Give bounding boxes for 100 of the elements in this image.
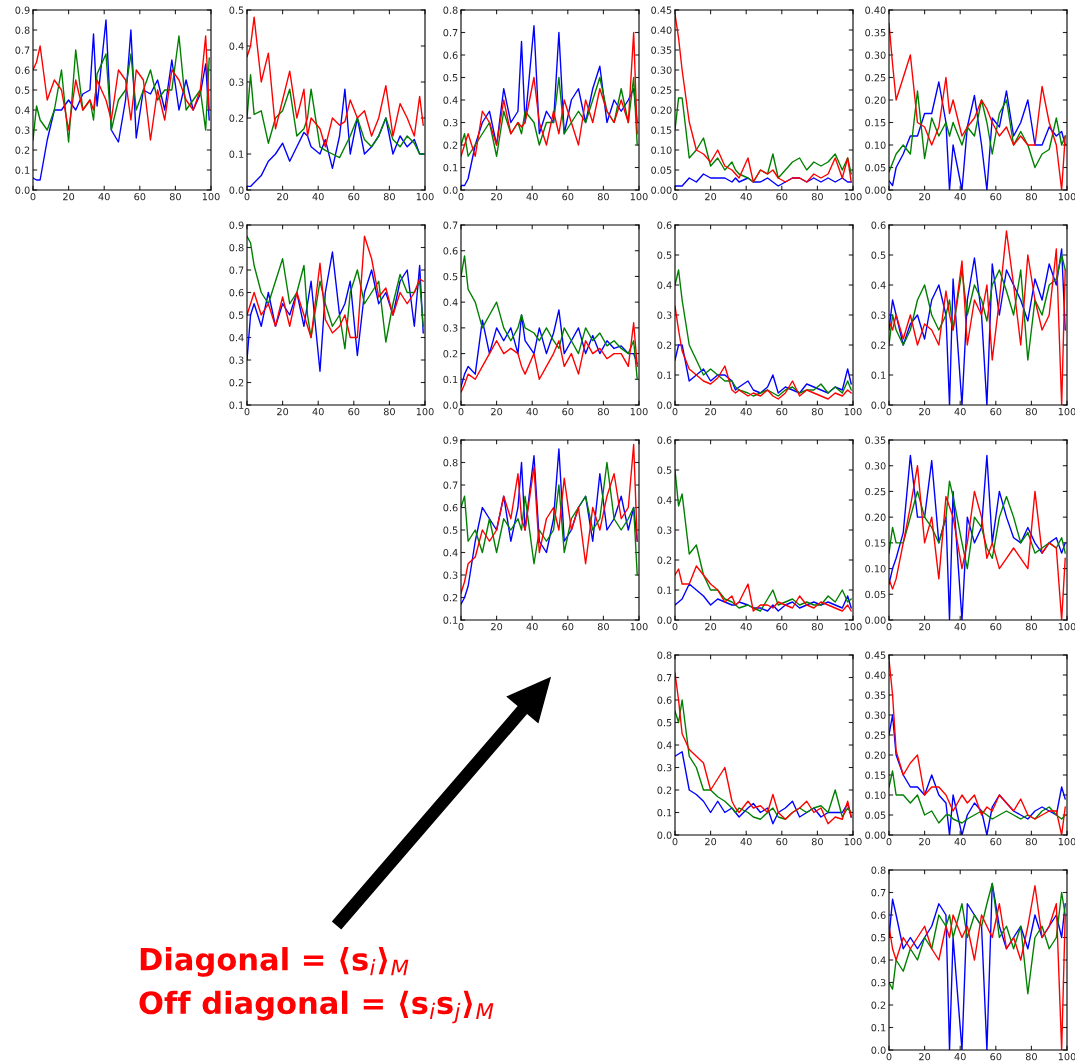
line-series	[675, 269, 852, 397]
y-tick-label: 0.2	[229, 114, 244, 122]
x-tick-label: 0	[30, 192, 36, 201]
y-tick-label: 0.00	[865, 186, 886, 194]
x-tick-label: 20	[705, 622, 717, 631]
x-tick-label: 0	[886, 1052, 892, 1061]
x-tick-label: 20	[705, 837, 717, 846]
x-tick-label: 40	[740, 622, 752, 631]
y-tick-label: 0.8	[443, 458, 458, 467]
line-series	[889, 882, 1066, 995]
x-tick-label: 40	[954, 622, 966, 631]
y-tick-label: 0.05	[865, 811, 886, 819]
x-tick-label: 0	[458, 622, 464, 631]
x-tick-label: 20	[277, 407, 289, 416]
y-tick-label: 0.1	[871, 1023, 886, 1032]
x-tick-label: 40	[526, 192, 538, 201]
line-series	[675, 97, 852, 183]
y-tick-label: 0.6	[443, 51, 458, 59]
x-tick-label: 0	[672, 407, 678, 416]
line-series	[461, 461, 638, 576]
x-tick-label: 20	[491, 407, 503, 416]
y-tick-label: 0.1	[15, 166, 30, 174]
y-tick-label: 0.2	[657, 556, 672, 564]
y-tick-label: 0.2	[443, 350, 458, 358]
line-series	[675, 344, 852, 394]
x-tick-label: 60	[776, 192, 788, 201]
line-series	[461, 255, 638, 380]
y-tick-label: 0.4	[657, 741, 672, 749]
y-tick-label: 0.20	[865, 96, 886, 104]
x-tick-label: 80	[1025, 192, 1037, 201]
y-tick-label: 0.2	[443, 141, 458, 149]
x-tick-label: 20	[919, 622, 931, 631]
x-tick-label: 80	[597, 407, 609, 416]
y-tick-label: 0.7	[871, 888, 886, 897]
y-tick-label: 0.1	[229, 150, 244, 158]
y-tick-label: 0.05	[651, 166, 672, 174]
y-tick-label: 0.1	[443, 616, 458, 624]
y-tick-label: 0.0	[15, 186, 30, 194]
y-tick-label: 0.7	[229, 266, 244, 274]
x-tick-label: 80	[811, 837, 823, 846]
y-tick-label: 0.6	[443, 503, 458, 512]
y-tick-label: 0.00	[865, 831, 886, 839]
y-tick-label: 0.4	[443, 298, 458, 306]
x-tick-label: 100	[1058, 192, 1075, 201]
y-tick-label: 0.10	[865, 565, 886, 573]
x-tick-label: 80	[1025, 407, 1037, 416]
x-tick-label: 0	[886, 837, 892, 846]
y-tick-label: 0.00	[651, 186, 672, 194]
y-tick-label: 0.25	[865, 73, 886, 82]
y-tick-label: 0.3	[657, 311, 672, 319]
line-series	[889, 770, 1066, 824]
y-tick-label: 0.4	[229, 42, 244, 50]
y-tick-label: 0.8	[871, 866, 886, 874]
x-tick-label: 20	[919, 837, 931, 846]
y-tick-label: 0.05	[865, 590, 886, 599]
y-tick-label: 0.2	[871, 341, 886, 349]
x-tick-label: 40	[954, 192, 966, 201]
y-tick-label: 0.30	[865, 462, 886, 470]
y-tick-label: 0.40	[865, 671, 886, 679]
x-tick-label: 40	[312, 407, 324, 416]
y-tick-label: 0.5	[229, 6, 244, 14]
x-tick-label: 20	[63, 192, 75, 201]
y-tick-label: 0.3	[229, 78, 244, 86]
y-tick-label: 0.3	[443, 324, 458, 332]
x-tick-label: 100	[844, 837, 862, 846]
x-tick-label: 20	[919, 192, 931, 201]
x-tick-label: 60	[348, 407, 360, 416]
x-tick-label: 100	[630, 407, 648, 416]
x-tick-label: 20	[491, 622, 503, 631]
x-tick-label: 80	[811, 407, 823, 416]
y-tick-label: 0.3	[871, 311, 886, 319]
y-tick-label: 0.4	[443, 96, 458, 104]
x-tick-label: 80	[1025, 622, 1037, 631]
y-tick-label: 0.0	[443, 401, 458, 409]
y-tick-label: 0.25	[865, 487, 886, 496]
y-tick-label: 0.5	[871, 933, 886, 942]
line-series	[675, 583, 852, 612]
x-tick-label: 60	[990, 837, 1002, 846]
x-tick-label: 100	[416, 407, 434, 416]
y-tick-label: 0.6	[657, 436, 672, 444]
x-tick-label: 80	[1025, 1052, 1037, 1061]
x-tick-label: 100	[202, 192, 220, 201]
x-tick-label: 80	[383, 407, 395, 416]
y-tick-label: 0.2	[657, 341, 672, 349]
y-tick-label: 0.0	[871, 401, 886, 409]
line-series	[889, 90, 1066, 173]
y-tick-label: 0.0	[229, 186, 244, 194]
x-tick-label: 60	[990, 407, 1002, 416]
y-tick-label: 0.9	[229, 221, 244, 229]
y-tick-label: 0.3	[657, 763, 672, 772]
x-tick-label: 100	[416, 192, 434, 201]
y-tick-label: 0.3	[657, 526, 672, 534]
y-tick-label: 0.20	[865, 513, 886, 521]
y-tick-label: 0.1	[229, 401, 244, 409]
y-tick-label: 0.2	[443, 593, 458, 602]
x-tick-label: 60	[562, 192, 574, 201]
x-tick-label: 60	[776, 837, 788, 846]
y-tick-label: 0.5	[443, 272, 458, 281]
y-tick-label: 0.4	[229, 333, 244, 342]
x-tick-label: 20	[705, 407, 717, 416]
